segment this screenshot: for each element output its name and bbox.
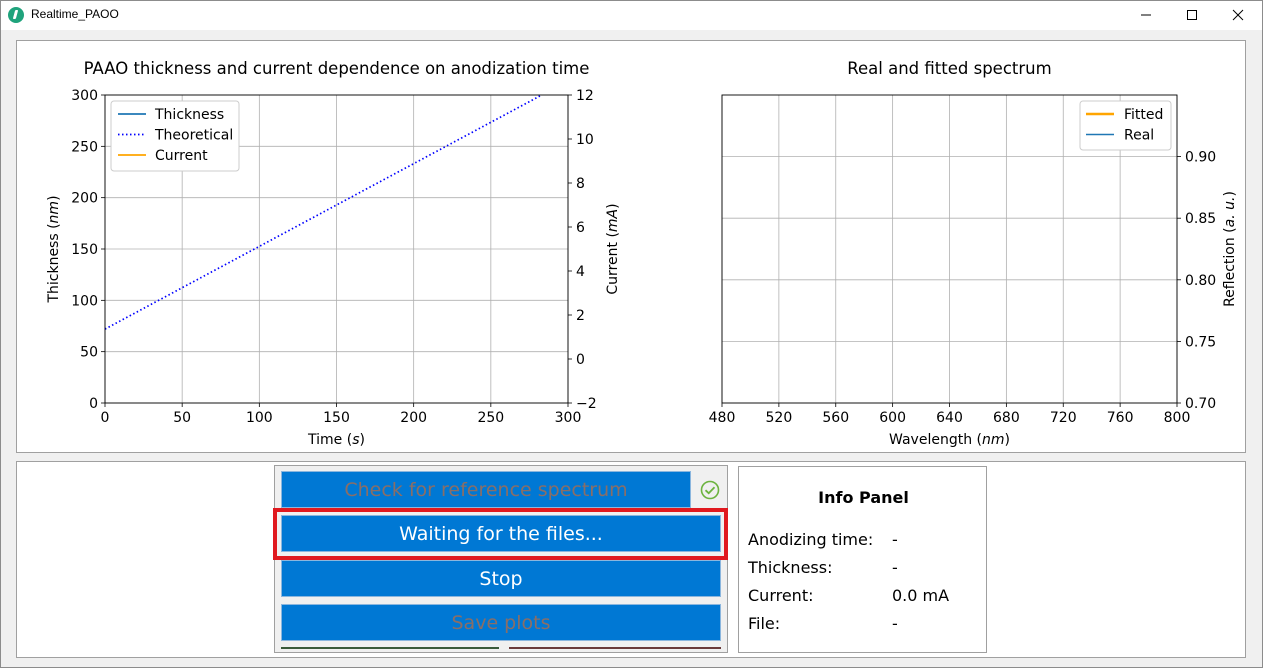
chart1-y-axis-label: Thickness (nm): [46, 195, 62, 303]
chart1-x-tick-label: 150: [323, 410, 350, 426]
chart1-x-tick-label: 250: [477, 410, 504, 426]
chart1-y-tick-label: 100: [71, 293, 98, 309]
chart1-x-tick-label: 200: [400, 410, 427, 426]
chart1-legend-label: Thickness: [154, 107, 224, 123]
stop-label: Stop: [479, 567, 523, 590]
chart1-x-tick-label: 100: [246, 410, 273, 426]
chart2-y-tick-label: 0.80: [1185, 273, 1216, 289]
chart2-legend-label: Fitted: [1124, 107, 1163, 123]
file-value: -: [892, 614, 898, 633]
chart1-right-y-tick-label: 6: [576, 220, 585, 236]
anodizing-time-label: Anodizing time:: [748, 530, 874, 549]
chart1-x-axis-label: Time (s): [307, 432, 365, 448]
plot-canvas: 0 50 100 150 200 250 300 0 50 100 150 200 250 300 −2 0 2…: [16, 40, 1246, 453]
chart1-y-tick-label: 250: [71, 139, 98, 155]
plots-svg: 0 50 100 150 200 250 300050100150200250300−202…: [46, 59, 1238, 448]
chart1-right-y-tick-label: −2: [576, 396, 597, 412]
chart1-right-y-tick-label: 2: [576, 308, 585, 324]
chart2-x-axis-label: Wavelength (nm): [889, 432, 1010, 448]
current-value: 0.0 mA: [892, 586, 950, 605]
minimize-icon: [1141, 14, 1151, 16]
chart2-x-tick-label: 520: [766, 410, 793, 426]
chart1-right-y-axis-label: Current (mA): [605, 203, 621, 294]
chart2-y-tick-label: 0.70: [1185, 396, 1216, 412]
info-panel-title: Info Panel: [818, 488, 909, 507]
maximize-button[interactable]: [1169, 0, 1215, 30]
file-label: File:: [748, 614, 781, 633]
anodizing-time-value: -: [892, 530, 898, 549]
chart2-x-tick-label: 640: [936, 410, 963, 426]
chart1-series-line-1: [104, 94, 543, 330]
info-panel: Info Panel Anodizing time: - Thickness: …: [738, 466, 987, 653]
title-bar: Realtime_PAOO: [0, 0, 1263, 30]
close-button[interactable]: [1215, 0, 1261, 30]
chart2-y-axis-label: Reflection (a. u.): [1222, 191, 1238, 307]
chart2-x-tick-label: 600: [879, 410, 906, 426]
chart2-y-tick-label: 0.85: [1185, 211, 1216, 227]
close-icon: [1232, 9, 1244, 21]
chart2-legend-label: Real: [1124, 128, 1154, 144]
chart1-x-tick-label: 300: [555, 410, 582, 426]
chart1-right-y-tick-label: 0: [576, 352, 585, 368]
maximize-icon: [1187, 10, 1197, 20]
save-plots-label: Save plots: [451, 611, 551, 634]
progress-bar-right: [509, 647, 721, 649]
chart1-y-tick-label: 50: [80, 345, 98, 361]
chart1-y-tick-label: 200: [71, 191, 98, 207]
chart1-title: PAAO thickness and current dependence on…: [84, 59, 590, 78]
chart2-x-tick-label: 680: [993, 410, 1020, 426]
chart1-right-y-tick-label: 12: [576, 88, 594, 104]
chart1-y-tick-label: 300: [71, 88, 98, 104]
chart1-right-y-tick-label: 4: [576, 264, 585, 280]
chart2-x-tick-label: 560: [822, 410, 849, 426]
chart2-y-tick-label: 0.90: [1185, 150, 1216, 166]
chart1-legend-box: [110, 100, 240, 172]
chart2-x-tick-label: 760: [1107, 410, 1134, 426]
current-label: Current:: [748, 586, 814, 605]
chart1-x-tick-label: 50: [173, 410, 191, 426]
chart1-x-tick-label: 0: [101, 410, 110, 426]
chart2-y-tick-label: 0.75: [1185, 334, 1216, 350]
check-circle-icon: [700, 480, 720, 500]
minimize-button[interactable]: [1123, 0, 1169, 30]
chart2-x-tick-label: 720: [1050, 410, 1077, 426]
save-plots-button[interactable]: Save plots: [281, 604, 721, 641]
chart1-legend-label: Theoretical: [154, 128, 233, 144]
chart2-title: Real and fitted spectrum: [847, 59, 1051, 78]
highlight-box: [273, 508, 728, 560]
waiting-files-label: Waiting for the files...: [399, 522, 603, 545]
check-reference-button[interactable]: Check for reference spectrum: [281, 471, 691, 508]
thickness-label: Thickness:: [748, 558, 833, 577]
chart2-x-tick-label: 800: [1164, 410, 1191, 426]
chart2-x-tick-label: 480: [709, 410, 736, 426]
chart1-y-tick-label: 0: [89, 396, 98, 412]
stop-button[interactable]: Stop: [281, 560, 721, 597]
chart1-axes-frame: [104, 94, 569, 404]
app-icon: [8, 7, 24, 23]
chart1-legend-label: Current: [155, 148, 208, 164]
chart1-right-y-tick-label: 8: [576, 176, 585, 192]
progress-bar-left: [281, 647, 499, 649]
check-reference-label: Check for reference spectrum: [344, 478, 628, 501]
chart2-axes-frame: [721, 94, 1178, 404]
chart1-y-tick-label: 150: [71, 242, 98, 258]
window-title: Realtime_PAOO: [31, 7, 119, 21]
chart1-right-y-tick-label: 10: [576, 132, 594, 148]
waiting-files-button[interactable]: Waiting for the files...: [281, 515, 721, 552]
thickness-value: -: [892, 558, 898, 577]
